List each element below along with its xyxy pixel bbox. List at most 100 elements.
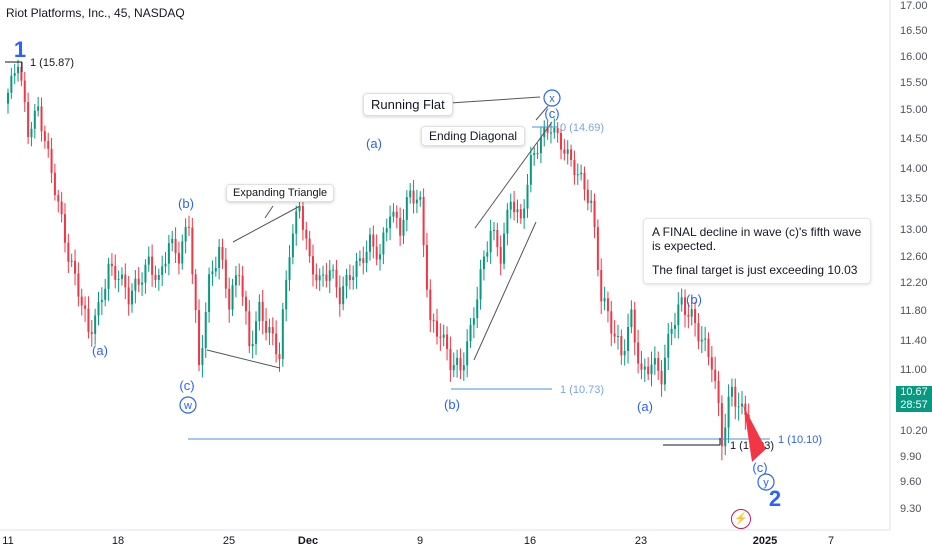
candle-body [523, 208, 526, 219]
candle-body [479, 269, 482, 300]
wave-c3-label: (c) [752, 460, 767, 475]
candle-body [117, 278, 120, 280]
note-line-2: The final target is just exceeding 10.03 [652, 263, 858, 277]
candle-body [20, 66, 23, 81]
candle-body [221, 246, 224, 260]
wave-c-label: (c) [179, 378, 194, 393]
candle-body [174, 238, 177, 253]
candle-body [503, 233, 506, 264]
candle-body [704, 338, 707, 340]
candle-body [167, 243, 170, 264]
candle-body [637, 342, 640, 364]
candle-body [600, 269, 603, 302]
diagonal-lower-line [473, 221, 537, 361]
level-label-10-10: 1 (10.10) [778, 434, 822, 446]
x-tick-label: 2025 [753, 535, 777, 547]
candle-body [422, 196, 425, 245]
candle-body [241, 275, 244, 297]
wave-b2-label: (b) [444, 397, 460, 412]
y-tick-label: 14.50 [900, 133, 928, 145]
candle-body [57, 194, 60, 202]
candle-body [586, 189, 589, 203]
candle-body [492, 229, 495, 231]
candle-body [529, 155, 532, 185]
candle-body [556, 128, 559, 133]
candle-body [291, 233, 294, 258]
candle-body [194, 274, 197, 311]
bar-countdown: 28:57 [900, 399, 928, 411]
candle-body [345, 275, 348, 287]
candle-body [161, 266, 164, 276]
candle-body [10, 75, 13, 93]
candle-body [13, 73, 16, 76]
candle-body [419, 196, 422, 200]
candle-body [63, 214, 66, 243]
candle-body [506, 209, 509, 234]
candle-body [449, 349, 452, 371]
candle-body [630, 309, 633, 327]
diagonal-pointer [535, 105, 549, 121]
candle-body [687, 314, 690, 317]
candle-body [80, 296, 83, 306]
candle-body [348, 275, 351, 280]
candle-body [131, 290, 134, 305]
wave-w-label: w [183, 400, 192, 412]
candle-body [248, 311, 251, 347]
candle-body [677, 304, 680, 326]
candle-body [482, 256, 485, 270]
candle-body [596, 227, 599, 270]
candle-body [590, 200, 593, 203]
candle-body [425, 244, 428, 290]
tradingview-event-icon[interactable]: ⚡ [731, 509, 751, 529]
candle-body [533, 153, 536, 156]
candle-body [275, 333, 278, 355]
candle-body [305, 229, 308, 239]
candle-body [298, 206, 301, 212]
candle-body [627, 326, 630, 351]
x-tick-label: 7 [828, 535, 834, 547]
candle-body [456, 357, 459, 365]
candle-body [47, 141, 50, 149]
candle-body [184, 226, 187, 242]
candle-body [352, 276, 355, 280]
candle-body [566, 149, 569, 154]
candle-body [372, 234, 375, 247]
drawing-layer: 1 (15.87)0 (14.69)1 (10.73)1 (10.10)1 (1… [5, 57, 822, 462]
candle-body [104, 288, 107, 300]
y-tick-label: 13.50 [900, 193, 928, 205]
candle-body [238, 275, 241, 277]
candle-body [70, 260, 73, 262]
candle-body [124, 274, 127, 288]
ending-diagonal-callout: Ending Diagonal [421, 126, 526, 146]
candle-body [285, 279, 288, 310]
candle-body [737, 406, 740, 408]
candle-body [177, 252, 180, 264]
candle-body [469, 324, 472, 342]
candle-body [476, 299, 479, 319]
candle-body [399, 217, 402, 236]
level-label-10-73: 1 (10.73) [560, 384, 604, 396]
wave-2-label: 2 [769, 486, 781, 511]
candle-body [657, 358, 660, 371]
candle-body [328, 270, 331, 281]
candle-body [358, 258, 361, 261]
candle-body [338, 287, 341, 305]
candle-body [549, 132, 552, 134]
candle-body [218, 246, 221, 269]
candle-body [244, 296, 247, 312]
y-tick-label: 11.40 [900, 335, 927, 347]
candle-body [717, 380, 720, 404]
last-price-tag: 10.67 28:57 [896, 386, 932, 412]
y-tick-label: 13.00 [900, 224, 928, 236]
candle-body [570, 149, 573, 160]
candle-body [395, 211, 398, 218]
candle-body [7, 92, 9, 104]
candle-body [496, 229, 499, 248]
wave-a-label: (a) [92, 343, 108, 358]
candle-body [402, 219, 405, 236]
candle-body [633, 309, 636, 343]
candle-body [462, 365, 465, 371]
wave-a3-label: (a) [637, 399, 653, 414]
